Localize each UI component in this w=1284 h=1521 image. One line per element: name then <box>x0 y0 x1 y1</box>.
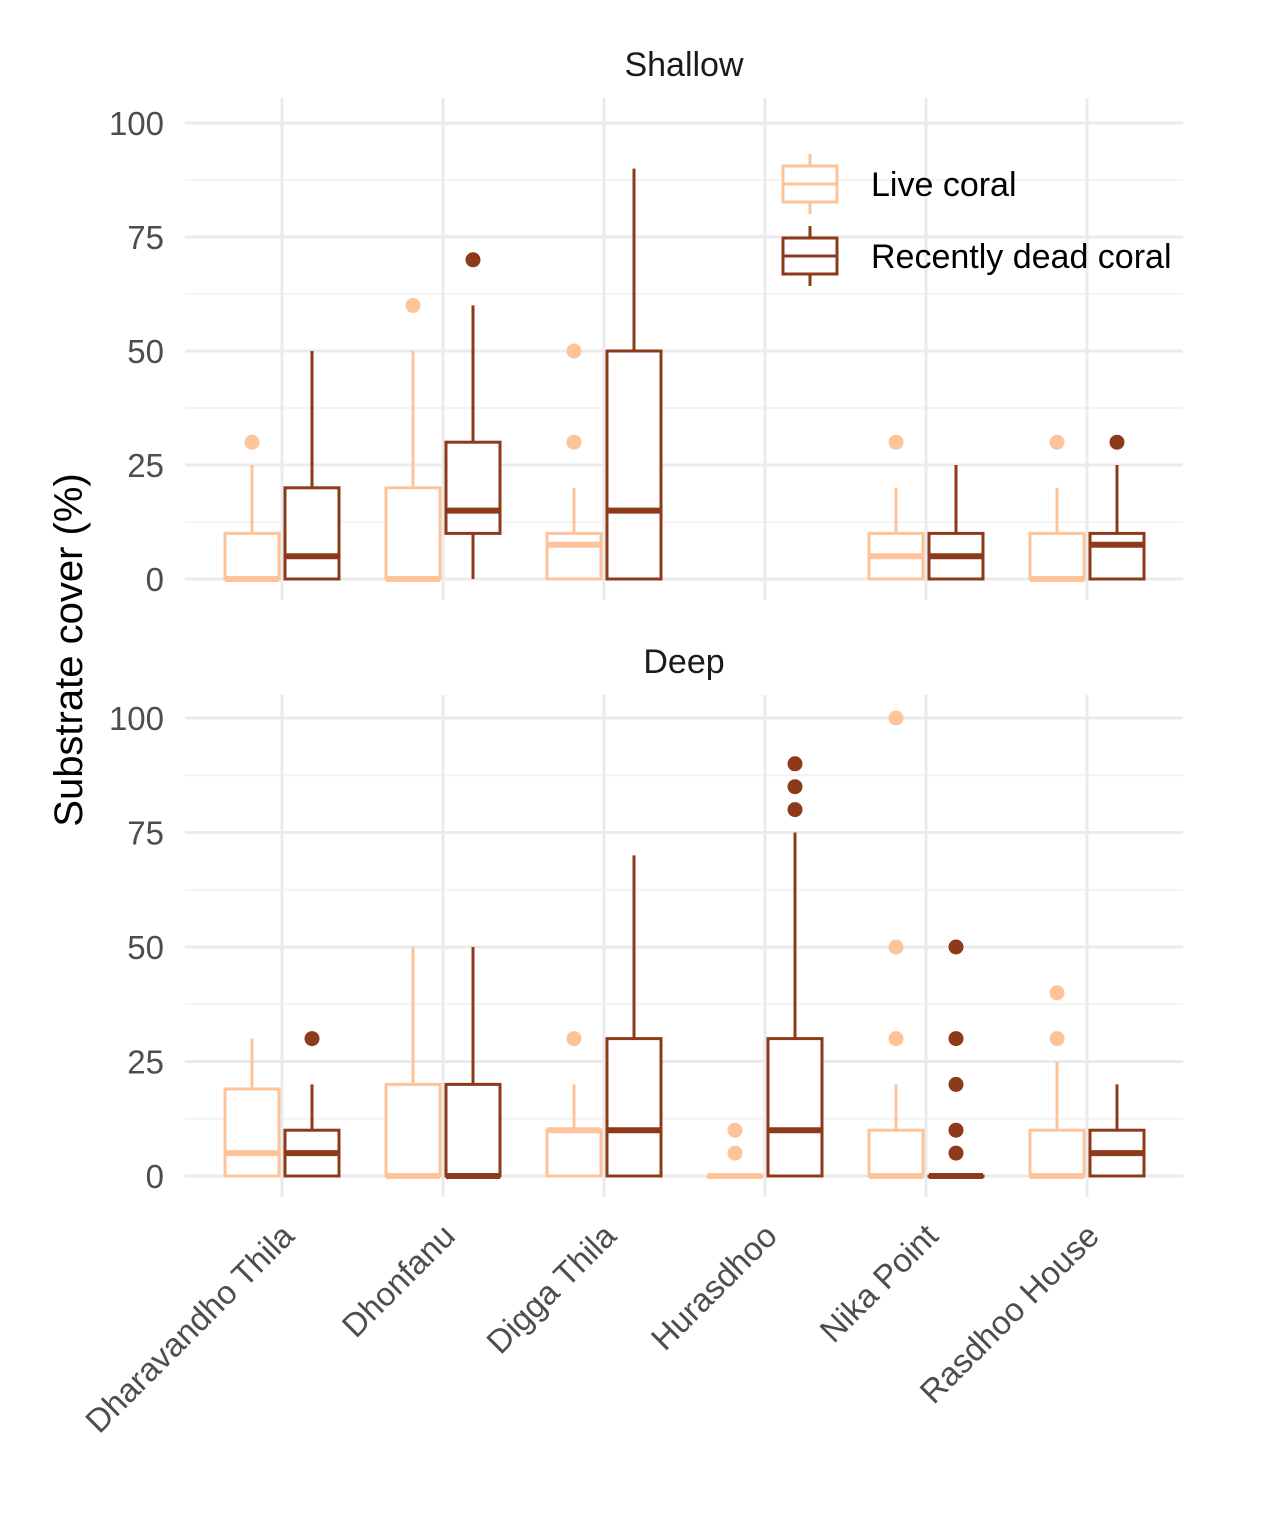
outlier-point <box>948 1122 964 1138</box>
y-tick-label: 50 <box>127 929 164 966</box>
x-axis-labels: Dharavandho Thila Dhonfanu Digga Thila Hura… <box>78 1216 1106 1439</box>
y-tick-label: 25 <box>127 447 164 484</box>
outlier-point <box>1049 1031 1065 1047</box>
box-dead-rasdhoo-house <box>1088 1084 1146 1178</box>
outlier-point <box>948 1145 964 1161</box>
outlier-point <box>405 297 421 313</box>
box-iqr <box>605 349 663 581</box>
y-tick-label: 75 <box>127 219 164 256</box>
outlier-point <box>566 343 582 359</box>
box-live-rasdhoo-house <box>1028 985 1086 1179</box>
box-dead-nika-point <box>927 939 985 1179</box>
x-tick-label: Hurasdhoo <box>644 1217 784 1357</box>
outlier-point <box>244 434 260 450</box>
facet-deep: Deep 0 25 50 75 100 <box>109 643 1183 1197</box>
box-iqr <box>223 1087 281 1178</box>
box-live-nika-point <box>867 434 925 581</box>
box-iqr <box>1028 1128 1086 1178</box>
box-live-hurasdhoo <box>706 1122 764 1179</box>
legend-label: Recently dead coral <box>871 238 1172 276</box>
facet-title: Deep <box>643 643 724 681</box>
outlier-point <box>727 1122 743 1138</box>
box-dead-hurasdhoo <box>766 756 824 1178</box>
box-live-rasdhoo-house <box>1028 434 1086 582</box>
box-dead-digga-thila <box>605 855 663 1178</box>
box-live-dhonfanu <box>384 947 442 1179</box>
x-tick-label: Dharavandho Thila <box>78 1216 301 1439</box>
facet-shallow: Shallow 0 25 50 75 100 <box>109 46 1183 600</box>
y-tick-label: 100 <box>109 105 164 142</box>
outlier-point <box>1109 434 1125 450</box>
y-tick-label: 25 <box>127 1044 164 1081</box>
box-dead-nika-point <box>927 465 985 581</box>
outlier-point <box>948 1076 964 1092</box>
outlier-point <box>787 779 803 795</box>
x-tick-label: Nika Point <box>812 1217 945 1350</box>
box-iqr <box>283 486 341 581</box>
legend-key <box>781 154 839 214</box>
x-tick-label: Dhonfanu <box>335 1217 462 1344</box>
box-live-dharavandho-thila <box>223 434 281 582</box>
box-iqr <box>444 440 502 535</box>
box-live-digga-thila <box>545 343 603 581</box>
outlier-point <box>727 1145 743 1161</box>
outlier-point <box>787 802 803 818</box>
box-live-dharavandho-thila <box>223 1038 281 1178</box>
box-dead-digga-thila <box>605 168 663 581</box>
legend-label: Live coral <box>871 166 1017 204</box>
outlier-point <box>465 252 481 268</box>
box-iqr <box>223 531 281 581</box>
box-dead-dharavandho-thila <box>283 1031 341 1178</box>
box-dead-rasdhoo-house <box>1088 434 1146 581</box>
box-live-dhonfanu <box>384 297 442 582</box>
outlier-point <box>888 1031 904 1047</box>
outlier-point <box>566 1031 582 1047</box>
y-tick-label: 75 <box>127 815 164 852</box>
outlier-point <box>948 1031 964 1047</box>
box-iqr <box>766 1037 824 1178</box>
box-iqr <box>867 1128 925 1178</box>
y-tick-label: 0 <box>146 1158 164 1195</box>
outlier-point <box>888 939 904 955</box>
box-dead-dhonfanu <box>444 947 502 1179</box>
box-iqr <box>444 1082 502 1178</box>
box-iqr <box>605 1037 663 1178</box>
outlier-point <box>1049 434 1065 450</box>
x-tick-label: Digga Thila <box>479 1216 623 1360</box>
outlier-point <box>888 710 904 726</box>
outlier-point <box>304 1031 320 1047</box>
box-dead-dhonfanu <box>444 252 502 579</box>
box-live-nika-point <box>867 710 925 1179</box>
outlier-point <box>1049 985 1065 1001</box>
box-iqr <box>384 1082 442 1178</box>
legend: Live coral Recently dead coral <box>781 154 1172 286</box>
box-iqr <box>545 531 603 581</box>
box-iqr <box>545 1128 603 1178</box>
outlier-point <box>566 434 582 450</box>
y-tick-label: 100 <box>109 700 164 737</box>
box-iqr <box>384 486 442 581</box>
facet-title: Shallow <box>624 46 744 84</box>
y-axis-title: Substrate cover (%) <box>47 473 91 826</box>
box-live-digga-thila <box>545 1031 603 1178</box>
outlier-point <box>888 434 904 450</box>
y-tick-label: 0 <box>146 561 164 598</box>
facet-panels: Shallow 0 25 50 75 100 Deep 0 25 50 75 100 <box>109 46 1183 1197</box>
y-tick-label: 50 <box>127 333 164 370</box>
legend-key <box>781 226 839 286</box>
box-dead-dharavandho-thila <box>283 351 341 581</box>
outlier-point <box>787 756 803 772</box>
box-iqr <box>1028 531 1086 581</box>
box-iqr <box>1088 531 1146 581</box>
outlier-point <box>948 939 964 955</box>
